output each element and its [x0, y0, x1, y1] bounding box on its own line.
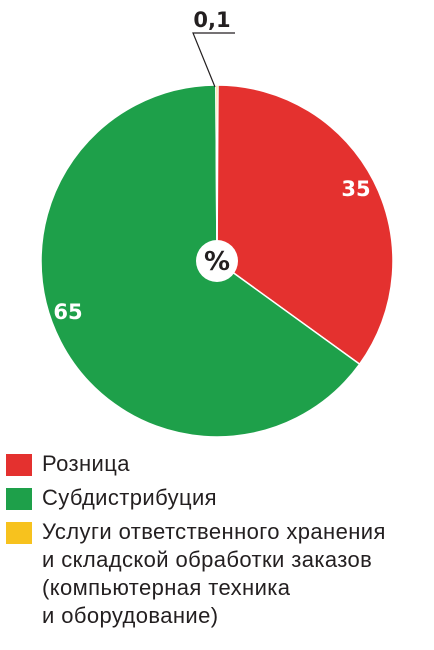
legend-item-retail: Розница — [6, 450, 430, 478]
pie-value-subdistribution: 65 — [53, 300, 82, 324]
pie-slice-storage-services — [215, 84, 219, 262]
legend: Розница Субдистрибуция Услуги ответствен… — [6, 450, 430, 636]
legend-label-subdistribution: Субдистрибуция — [42, 485, 217, 510]
legend-item-subdistribution: Субдистрибуция — [6, 484, 430, 512]
center-label: % — [204, 247, 230, 277]
center-circle — [196, 240, 238, 282]
legend-swatch-retail — [6, 454, 32, 476]
legend-label-retail: Розница — [42, 451, 130, 476]
pie-value-storage-services: 0,1 — [193, 8, 230, 32]
pie-slice-retail — [216, 84, 394, 366]
legend-swatch-storage-services — [6, 522, 32, 544]
legend-label-storage-services: Услуги ответственного хранения и складск… — [42, 519, 386, 628]
pie-value-retail: 35 — [341, 177, 370, 201]
legend-item-storage-services: Услуги ответственного хранения и складск… — [6, 518, 430, 630]
pie-chart: 35 65 0,1% — [40, 8, 394, 438]
legend-swatch-subdistribution — [6, 488, 32, 510]
pie-value-leader-line — [192, 32, 235, 88]
